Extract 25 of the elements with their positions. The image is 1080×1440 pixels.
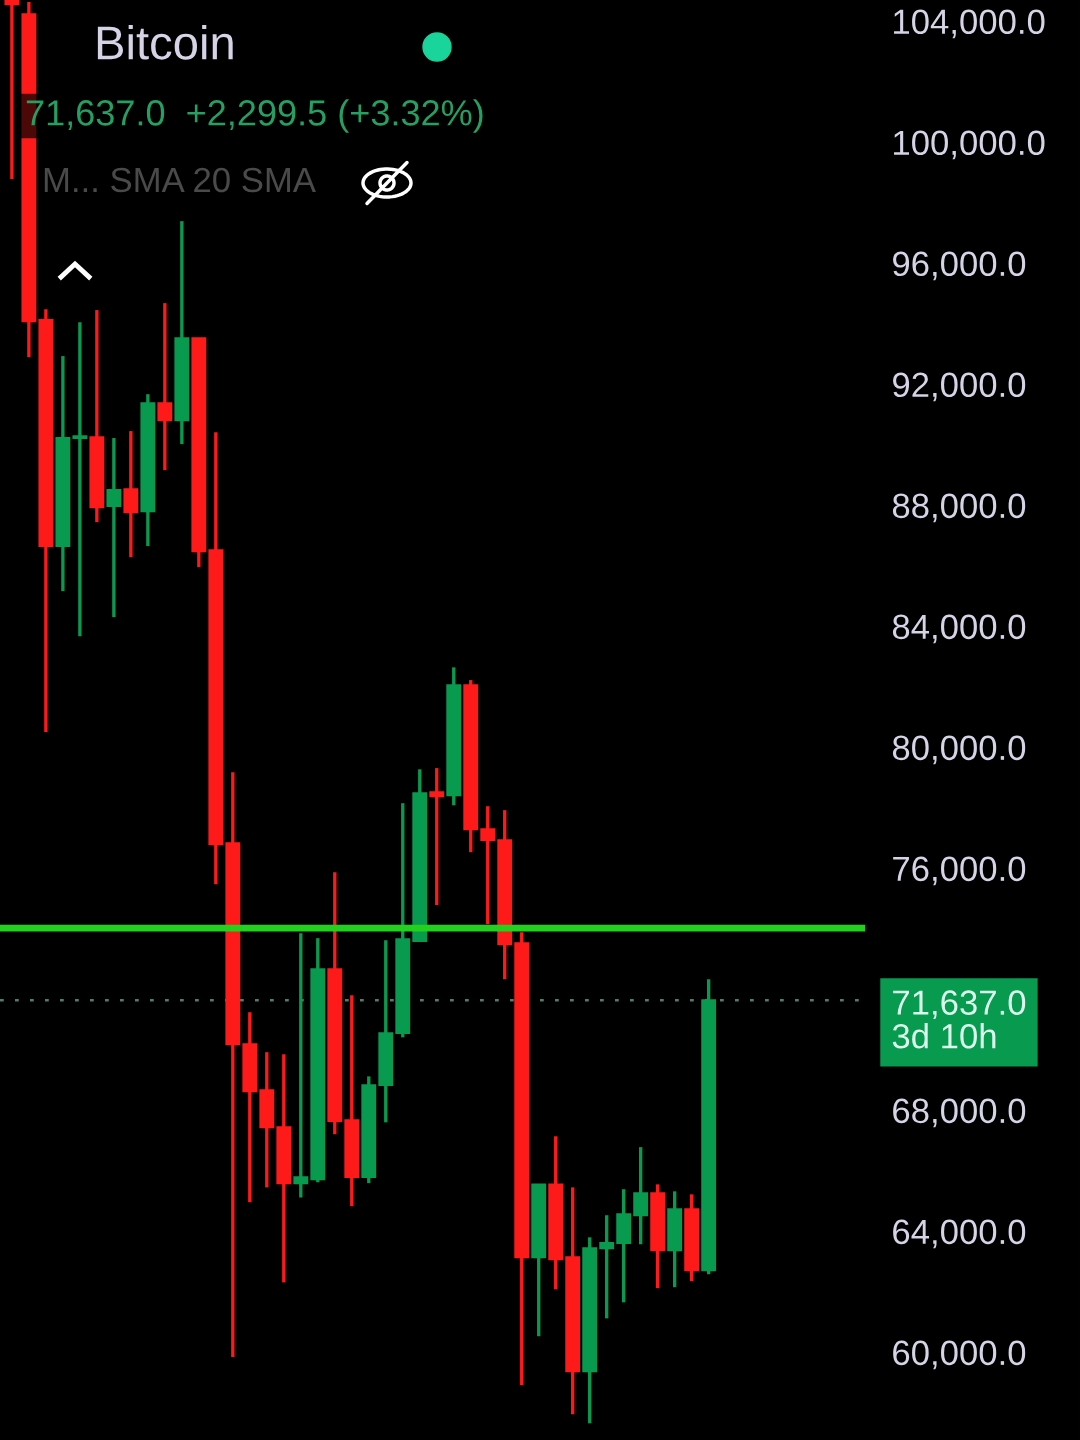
candlestick [633, 1147, 649, 1245]
text: 71,637.0 +2,299.5 (+3.32%) [26, 99, 483, 133]
y-tick-label: 92,000.0 [893, 372, 1026, 402]
candlestick [599, 1215, 615, 1319]
y-tick-label: 76,000.0 [893, 856, 1026, 886]
y-tick-label: 88,000.0 [892, 493, 1026, 523]
y-tick-label: 64,000.0 [893, 1219, 1026, 1249]
annotation: M... SMA 20 SMA [44, 167, 316, 193]
y-tick-label: 60,000.0 [893, 1340, 1026, 1370]
candlestick [72, 322, 88, 637]
candlestick [123, 431, 139, 558]
y-tick-label: 96,000.0 [893, 251, 1026, 281]
y-tick-label: 104,000.0 [894, 9, 1045, 39]
candlestick [106, 438, 122, 619]
y-tick-label: 84,000.0 [892, 614, 1026, 644]
candlestick [429, 768, 445, 907]
chart-title: Bitcoin [97, 24, 233, 60]
candlestick [480, 806, 496, 925]
y-tick-label: 68,000.0 [893, 1098, 1026, 1128]
candlestick [157, 303, 173, 472]
ref-line-label: 71,637.0 3d 10h [892, 990, 1026, 1049]
candlestick [4, 0, 20, 181]
y-tick-label: 100,000.0 [894, 130, 1045, 160]
y-tick-label: 80,000.0 [892, 735, 1026, 765]
candlestick [293, 933, 309, 1198]
